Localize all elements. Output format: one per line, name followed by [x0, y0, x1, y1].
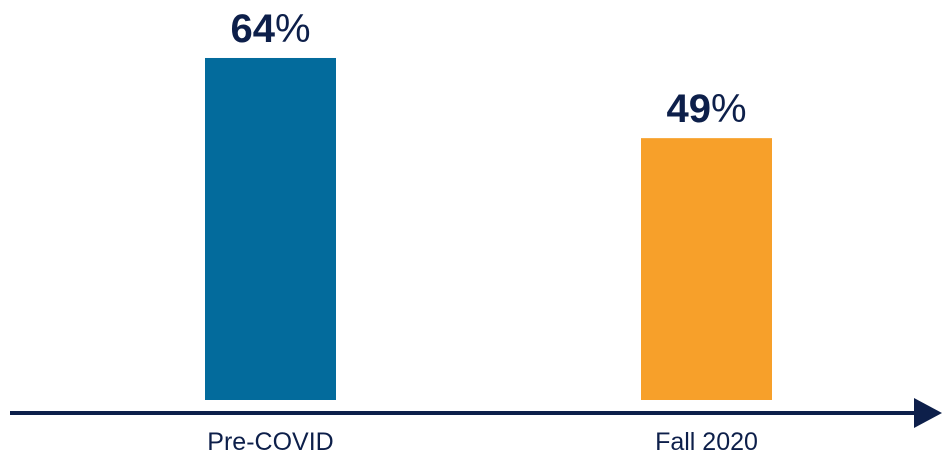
axis-arrowhead: [914, 398, 942, 428]
x-tick-label: Pre-COVID: [207, 428, 333, 456]
value-label: 64%: [230, 7, 310, 51]
value-label: 49%: [666, 87, 746, 131]
bar: [641, 138, 772, 401]
x-tick-label: Fall 2020: [655, 428, 758, 456]
bar: [205, 57, 336, 400]
